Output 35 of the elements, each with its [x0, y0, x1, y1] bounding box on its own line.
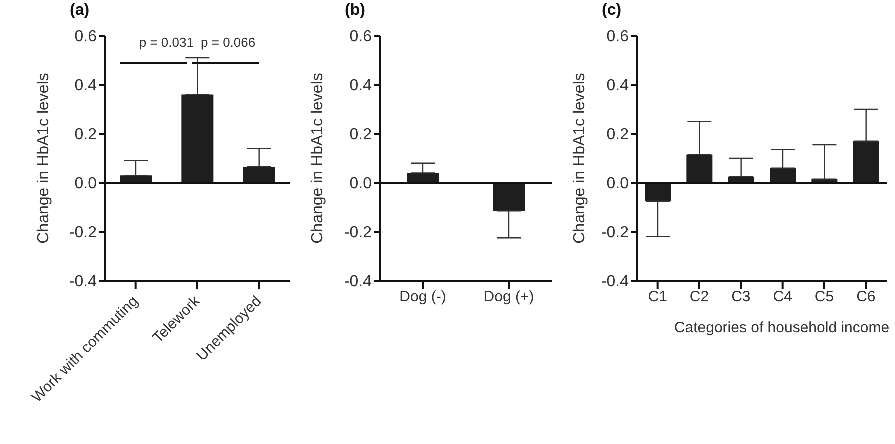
y-tick-label: -0.2: [69, 224, 98, 242]
y-tick-label: -0.4: [69, 274, 98, 291]
y-tick-label: 0.6: [74, 28, 98, 46]
chart-title: (a): [70, 2, 90, 20]
y-tick-label: 0.0: [350, 176, 372, 193]
y-tick-label: 0.2: [74, 126, 98, 144]
y-tick-label: -0.2: [601, 224, 630, 242]
y-tick-label: 0.0: [606, 176, 630, 193]
y-axis-title: Change in HbA1c levels: [36, 73, 53, 244]
y-tick-label: 0.4: [350, 78, 372, 95]
annotation: p = 0.066: [201, 35, 256, 50]
y-tick-label: 0.2: [350, 126, 372, 144]
y-tick-label: 0.4: [606, 78, 630, 95]
x-tick-label: C5: [814, 288, 834, 306]
x-tick-label: C2: [690, 288, 710, 306]
x-tick-label: C6: [856, 288, 876, 306]
x-tick-label: Dog (-): [400, 288, 446, 306]
chart-title: (b): [345, 2, 366, 20]
y-axis-title: Change in HbA1c levels: [310, 73, 327, 244]
chart-title: (c): [602, 2, 622, 20]
x-tick-label: C4: [773, 288, 792, 306]
y-axis-title: Change in HbA1c levels: [572, 73, 589, 244]
annotation: p = 0.031: [139, 35, 194, 50]
y-tick-label: 0.2: [606, 126, 630, 144]
x-tick-label: C1: [648, 288, 668, 306]
x-axis-title: Categories of household income: [674, 320, 890, 337]
x-tick-label: Dog (+): [484, 288, 534, 306]
y-tick-label: -0.4: [601, 274, 630, 291]
y-tick-label: 0.4: [74, 78, 98, 95]
y-tick-label: 0.6: [350, 28, 372, 46]
y-tick-label: 0.6: [606, 28, 630, 46]
y-tick-label: -0.2: [344, 224, 372, 242]
y-tick-label: 0.0: [74, 176, 98, 193]
y-tick-label: -0.4: [344, 274, 372, 291]
x-tick-label: C3: [732, 288, 751, 306]
